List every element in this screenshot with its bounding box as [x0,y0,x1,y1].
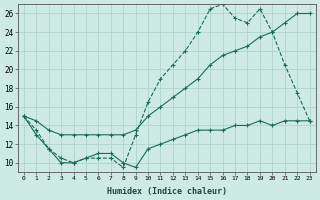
X-axis label: Humidex (Indice chaleur): Humidex (Indice chaleur) [107,187,227,196]
